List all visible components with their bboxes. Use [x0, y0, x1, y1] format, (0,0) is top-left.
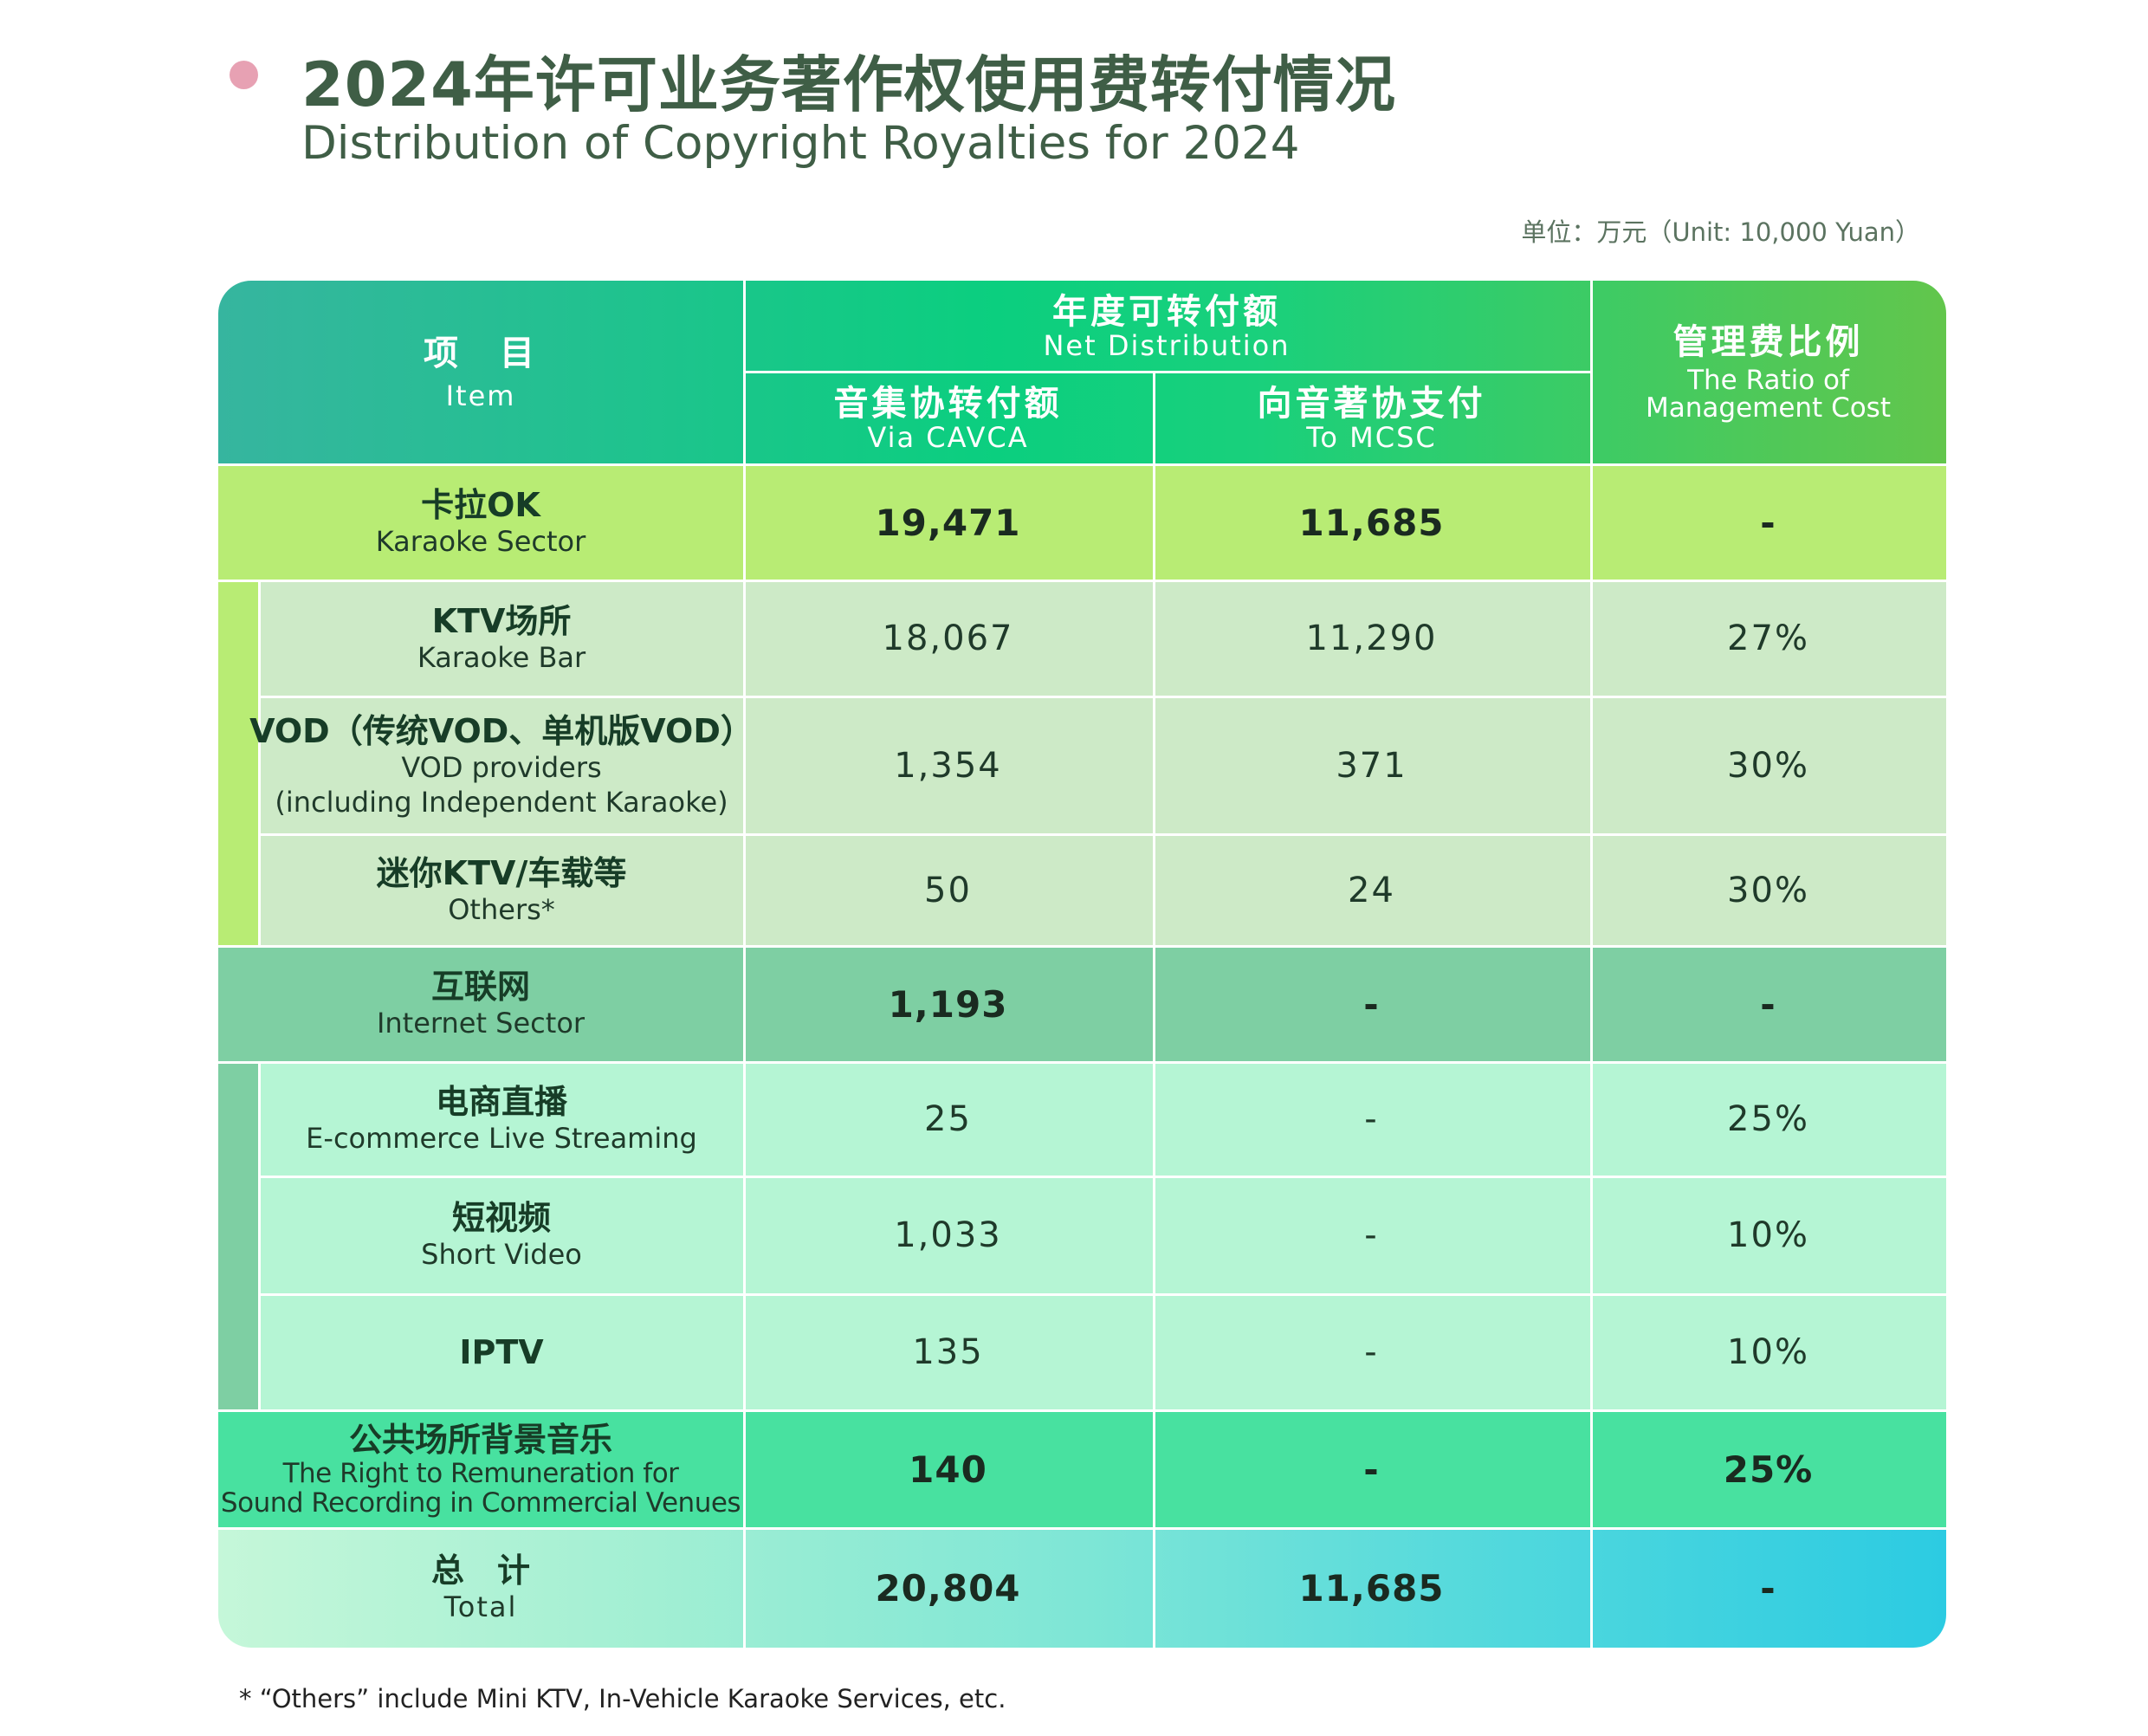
internet-ratio: - — [1760, 982, 1776, 1026]
internet-cavca: 1,193 — [888, 982, 1008, 1026]
page-subtitle: Distribution of Copyright Royalties for … — [301, 117, 1300, 170]
header-item-en: Item — [445, 379, 516, 412]
ktv-en: Karaoke Bar — [417, 641, 586, 674]
karaoke-cn: 卡拉OK — [421, 486, 540, 524]
public-en-2: Sound Recording in Commercial Venues — [220, 1487, 741, 1519]
header-net-cn: 年度可转付额 — [1052, 291, 1281, 332]
short-video-en: Short Video — [421, 1238, 582, 1271]
vod-mcsc: 371 — [1336, 745, 1407, 786]
row-internet-label: 互联网 Internet Sector — [218, 946, 743, 1062]
header-net-distribution: 年度可转付额 Net Distribution — [743, 281, 1590, 372]
header-to-mcsc: 向音著协支付 To MCSC — [1153, 372, 1590, 464]
internet-row-background — [218, 946, 1946, 1062]
total-en: Total — [443, 1590, 518, 1623]
total-ratio: - — [1760, 1566, 1776, 1610]
vod-en-2: (including Independent Karaoke) — [275, 785, 728, 819]
mini-mcsc: 24 — [1348, 870, 1395, 910]
mini-cavca: 50 — [924, 870, 972, 910]
header-ratio-en-1: The Ratio of — [1687, 365, 1849, 396]
vod-ratio: 30% — [1727, 745, 1809, 786]
row-public-venues-label: 公共场所背景音乐 The Right to Remuneration for S… — [218, 1410, 743, 1528]
ktv-mcsc: 11,290 — [1305, 619, 1438, 658]
vod-cn: VOD（传统VOD、单机版VOD） — [249, 711, 754, 750]
page-title: 2024年许可业务著作权使用费转付情况 — [301, 49, 1396, 120]
internet-sub-background — [260, 1062, 1946, 1410]
ktv-cavca: 18,067 — [882, 619, 1014, 658]
vod-cavca: 1,354 — [894, 745, 1002, 786]
header-item: 项 目 Item — [218, 281, 743, 464]
public-cn: 公共场所背景音乐 — [348, 1421, 612, 1459]
ecom-ratio: 25% — [1727, 1099, 1809, 1139]
public-row-background — [218, 1410, 1946, 1528]
header-management-ratio: 管理费比例 The Ratio of Management Cost — [1590, 281, 1946, 464]
vod-en-1: VOD providers — [401, 750, 602, 784]
header-cavca-en: Via CAVCA — [867, 420, 1029, 454]
header-net-en: Net Distribution — [1043, 328, 1291, 362]
short-video-ratio: 10% — [1727, 1215, 1809, 1255]
iptv-ratio: 10% — [1727, 1332, 1809, 1372]
row-karaoke-label: 卡拉OK Karaoke Sector — [218, 464, 743, 580]
mini-cn: 迷你KTV/车载等 — [376, 853, 627, 892]
iptv-mcsc: - — [1364, 1332, 1379, 1372]
karaoke-mcsc: 11,685 — [1298, 501, 1445, 544]
header-mcsc-en: To MCSC — [1306, 420, 1437, 454]
header-mcsc-cn: 向音著协支付 — [1257, 383, 1486, 424]
total-cavca: 20,804 — [875, 1566, 1021, 1610]
total-mcsc: 11,685 — [1298, 1566, 1445, 1610]
karaoke-sub-background — [260, 580, 1946, 946]
royalty-table: 项 目 Item 年度可转付额 Net Distribution 音集协转付额 … — [218, 281, 1946, 1648]
mini-ratio: 30% — [1727, 870, 1809, 910]
row-mini-label: 迷你KTV/车载等 Others* — [260, 834, 743, 946]
ecom-mcsc: - — [1364, 1099, 1379, 1139]
header-via-cavca: 音集协转付额 Via CAVCA — [743, 372, 1153, 464]
karaoke-row-background — [218, 464, 1946, 580]
title-bullet — [230, 61, 258, 89]
total-cn: 总 计 — [430, 1551, 530, 1590]
internet-cn: 互联网 — [430, 968, 530, 1006]
internet-en: Internet Sector — [376, 1007, 586, 1040]
karaoke-side-bar — [218, 580, 260, 946]
mini-en: Others* — [448, 892, 555, 926]
ktv-ratio: 27% — [1727, 619, 1809, 658]
internet-mcsc: - — [1363, 982, 1380, 1026]
karaoke-en: Karaoke Sector — [375, 525, 586, 558]
ktv-cn: KTV场所 — [431, 602, 572, 640]
row-iptv-label: IPTV — [260, 1294, 743, 1410]
internet-side-bar — [218, 1062, 260, 1410]
public-cavca: 140 — [909, 1448, 987, 1491]
header-ratio-cn: 管理费比例 — [1672, 322, 1864, 362]
row-ktv-label: KTV场所 Karaoke Bar — [260, 580, 743, 696]
iptv-cn: IPTV — [459, 1333, 544, 1371]
ecom-cavca: 25 — [924, 1099, 972, 1139]
row-ecom-label: 电商直播 E-commerce Live Streaming — [260, 1062, 743, 1176]
ecom-cn: 电商直播 — [435, 1083, 567, 1121]
karaoke-cavca: 19,471 — [875, 501, 1021, 544]
public-mcsc: - — [1363, 1448, 1380, 1491]
iptv-cavca: 135 — [912, 1332, 984, 1372]
short-video-cavca: 1,033 — [894, 1215, 1002, 1255]
header-ratio-en-2: Management Cost — [1646, 392, 1891, 424]
header-item-cn: 项 目 — [424, 334, 538, 373]
ecom-en: E-commerce Live Streaming — [306, 1122, 697, 1155]
short-video-mcsc: - — [1364, 1215, 1379, 1255]
footnote: * “Others” include Mini KTV, In-Vehicle … — [239, 1684, 1006, 1713]
row-short-video-label: 短视频 Short Video — [260, 1176, 743, 1294]
public-ratio: 25% — [1723, 1448, 1814, 1491]
karaoke-ratio: - — [1760, 501, 1776, 544]
unit-note: 单位：万元（Unit: 10,000 Yuan） — [1521, 217, 1920, 247]
row-total-label: 总 计 Total — [218, 1528, 743, 1648]
total-row-background — [218, 1528, 1946, 1648]
header-cavca-cn: 音集协转付额 — [833, 383, 1063, 424]
short-video-cn: 短视频 — [451, 1199, 551, 1237]
public-en-1: The Right to Remuneration for — [282, 1458, 679, 1489]
row-vod-label: VOD（传统VOD、单机版VOD） VOD providers (includi… — [249, 696, 754, 834]
